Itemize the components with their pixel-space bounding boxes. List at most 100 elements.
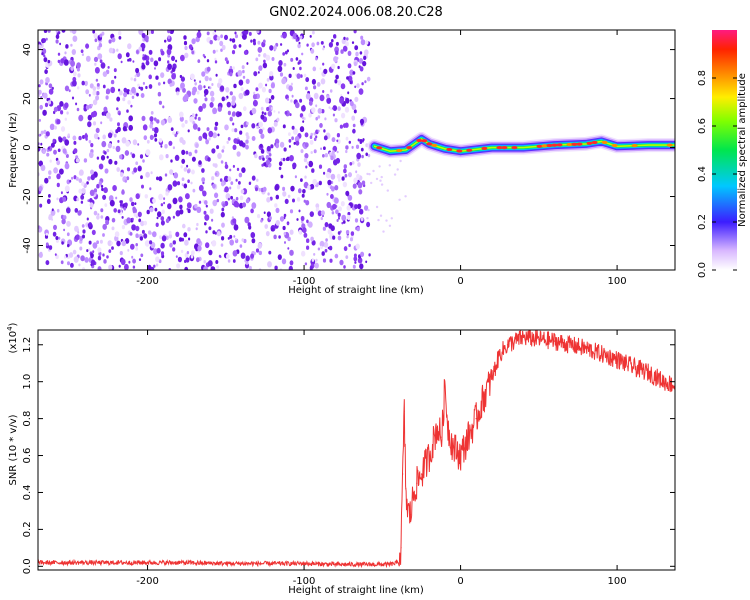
noise-dot: [104, 203, 108, 208]
noise-dot: [116, 240, 121, 247]
noise-dot: [363, 55, 367, 61]
noise-dot: [209, 90, 215, 97]
noise-dot: [256, 30, 260, 34]
noise-dot: [338, 178, 341, 182]
noise-dot: [256, 178, 259, 182]
noise-dot: [143, 233, 148, 239]
noise-dot: [48, 215, 52, 221]
noise-dot: [59, 42, 62, 46]
noise-dot: [116, 107, 119, 111]
noise-dot: [55, 236, 59, 240]
colorbar-ticks: 0.0 0.2 0.4 0.6 0.8: [697, 70, 737, 278]
noise-dot: [38, 118, 42, 122]
noise-dot: [180, 82, 185, 89]
noise-dot: [181, 123, 185, 128]
snr-point: [467, 436, 469, 438]
noise-dot: [288, 139, 292, 143]
noise-dot: [42, 109, 47, 116]
snr-point: [436, 427, 438, 429]
noise-dot: [326, 95, 329, 99]
noise-dot: [167, 78, 172, 85]
noise-dot: [331, 150, 335, 155]
noise-dot: [108, 39, 112, 44]
noise-dot: [76, 67, 80, 72]
noise-dot: [100, 208, 104, 213]
noise-dot: [90, 252, 94, 259]
noise-dot: [194, 116, 197, 120]
noise-dot: [379, 179, 382, 182]
noise-dot: [105, 219, 110, 225]
noise-dot: [251, 175, 256, 181]
noise-dot: [88, 93, 91, 97]
noise-dot: [297, 43, 301, 49]
snr-point: [178, 562, 180, 564]
noise-dot: [172, 247, 176, 252]
snr-point: [522, 336, 524, 338]
signal-peak: [416, 138, 423, 143]
noise-dot: [321, 109, 325, 114]
noise-dot: [255, 187, 258, 192]
noise-dot: [158, 100, 162, 105]
x-tick-label: -200: [136, 276, 159, 287]
noise-dot: [229, 116, 233, 122]
noise-dot: [113, 208, 117, 213]
noise-dot: [80, 49, 84, 53]
noise-dot: [135, 193, 140, 200]
noise-dot: [38, 225, 41, 229]
noise-dot: [364, 80, 367, 84]
noise-dot: [138, 167, 141, 172]
noise-dot: [172, 215, 175, 219]
noise-dot: [253, 41, 256, 46]
noise-dot: [134, 202, 137, 206]
noise-dot: [296, 34, 299, 38]
noise-dot: [98, 163, 104, 170]
y-tick-label: -20: [22, 188, 33, 204]
noise-dot: [275, 194, 279, 200]
noise-dot: [214, 60, 218, 64]
noise-dot: [304, 86, 308, 91]
noise-dot: [196, 90, 200, 95]
noise-dot: [160, 220, 165, 226]
noise-dot: [163, 201, 166, 205]
x-tick-label: -100: [293, 276, 316, 287]
noise-dot: [289, 249, 294, 256]
noise-dot: [388, 224, 392, 227]
noise-dot: [176, 181, 181, 186]
noise-dot: [360, 147, 364, 152]
noise-dot: [315, 258, 318, 262]
noise-dot: [231, 111, 236, 117]
noise-dot: [160, 216, 165, 221]
noise-dot: [251, 107, 257, 115]
y-tick-label: 1.0: [22, 374, 33, 390]
noise-dot: [102, 71, 108, 77]
noise-dot: [341, 214, 347, 222]
noise-dot: [233, 224, 239, 231]
noise-dot: [92, 90, 97, 96]
noise-dot: [154, 207, 158, 212]
noise-dot: [208, 226, 212, 231]
noise-dot: [382, 230, 385, 233]
noise-dot: [323, 171, 326, 175]
noise-dot: [313, 253, 316, 256]
noise-dot: [154, 67, 156, 70]
snr-point: [400, 547, 402, 549]
noise-dot: [305, 165, 308, 169]
noise-dot: [231, 216, 234, 220]
noise-dot: [214, 57, 217, 61]
noise-dot: [187, 227, 191, 232]
signal-peak: [556, 143, 563, 147]
snr-point: [147, 562, 149, 564]
noise-dot: [343, 36, 346, 41]
snr-point: [441, 436, 443, 438]
noise-dot: [313, 92, 319, 100]
noise-dot: [95, 127, 100, 134]
noise-dot: [224, 161, 228, 165]
noise-dot: [183, 93, 189, 101]
noise-dot: [254, 153, 258, 159]
noise-dot: [141, 64, 146, 70]
multiplier-exponent: 4: [6, 326, 14, 331]
noise-dot: [345, 190, 350, 196]
noise-dot: [360, 251, 365, 257]
noise-dot: [322, 47, 325, 51]
noise-dot: [241, 167, 246, 174]
